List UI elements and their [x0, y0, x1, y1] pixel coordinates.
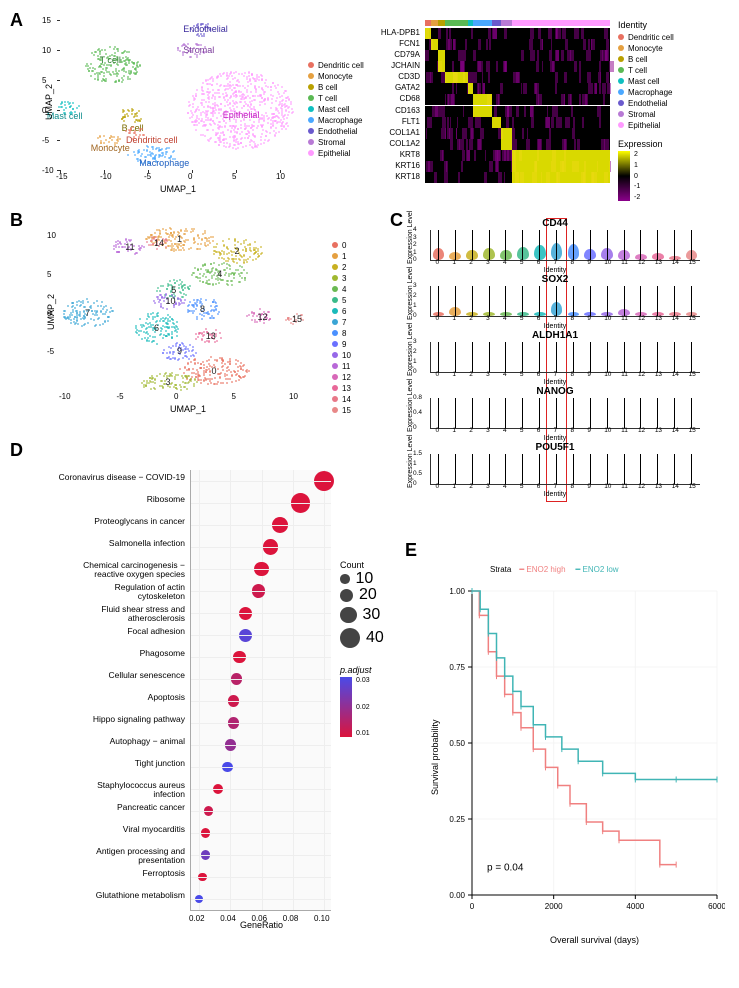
- cluster-label: Stromal: [183, 45, 214, 55]
- panel-a-umap: -15-10-50510-10-5051015T cellMast cellB …: [40, 20, 300, 190]
- cluster-label: Epithelial: [223, 110, 260, 120]
- svg-text:4000: 4000: [626, 902, 644, 911]
- figure: A -15-10-50510-10-5051015T cellMast cell…: [10, 10, 729, 978]
- umap-b-ylabel: UMAP_2: [46, 294, 56, 330]
- panel-c-label: C: [390, 210, 403, 231]
- survival-legend: Strata━ ENO2 high━ ENO2 low: [490, 565, 629, 574]
- umap-a-ylabel: UMAP_2: [44, 84, 54, 120]
- panel-d-dotplot: Coronavirus disease − COVID-19RibosomePr…: [20, 460, 400, 960]
- svg-text:0.25: 0.25: [449, 815, 465, 824]
- heatmap-legend: IdentityDendritic cellMonocyteB cellT ce…: [618, 20, 728, 201]
- svg-text:0: 0: [470, 902, 475, 911]
- panel-e-label: E: [405, 540, 417, 561]
- panel-c-violins: CD44Expression LevelIdentity012340123456…: [405, 220, 725, 510]
- survival-xlabel: Overall survival (days): [550, 935, 639, 945]
- svg-text:0.50: 0.50: [449, 739, 465, 748]
- dotplot-xlabel: GeneRatio: [240, 920, 283, 930]
- panel-b-umap: -10-50510-505100123456789101112131415 UM…: [40, 220, 320, 410]
- panel-e-survival: Strata━ ENO2 high━ ENO2 low 0 2000 4000 600…: [430, 565, 725, 945]
- svg-text:0.00: 0.00: [449, 891, 465, 900]
- panel-d-label: D: [10, 440, 23, 461]
- svg-text:p = 0.04: p = 0.04: [487, 863, 524, 874]
- panel-b-legend: 0123456789101112131415: [332, 240, 351, 416]
- umap-a-xlabel: UMAP_1: [160, 184, 196, 194]
- cluster-label: Macrophage: [139, 158, 189, 168]
- svg-text:1.00: 1.00: [449, 587, 465, 596]
- cluster-label: Endothelial: [183, 24, 228, 34]
- panel-b-label: B: [10, 210, 23, 231]
- umap-b-xlabel: UMAP_1: [170, 404, 206, 414]
- svg-text:0.75: 0.75: [449, 663, 465, 672]
- cluster-label: Monocyte: [91, 143, 130, 153]
- panel-a-legend: Dendritic cellMonocyteB cellT cellMast c…: [308, 60, 364, 159]
- survival-ylabel: Survival probability: [430, 719, 440, 795]
- svg-text:2000: 2000: [545, 902, 563, 911]
- panel-a-label: A: [10, 10, 23, 31]
- panel-a-heatmap: HLA-DPB1FCN1CD79AJCHAINCD3DGATA2CD68CD16…: [425, 20, 610, 190]
- cluster-label: T cell: [100, 55, 121, 65]
- cluster-label: Dendritic cell: [126, 135, 178, 145]
- svg-text:6000: 6000: [708, 902, 725, 911]
